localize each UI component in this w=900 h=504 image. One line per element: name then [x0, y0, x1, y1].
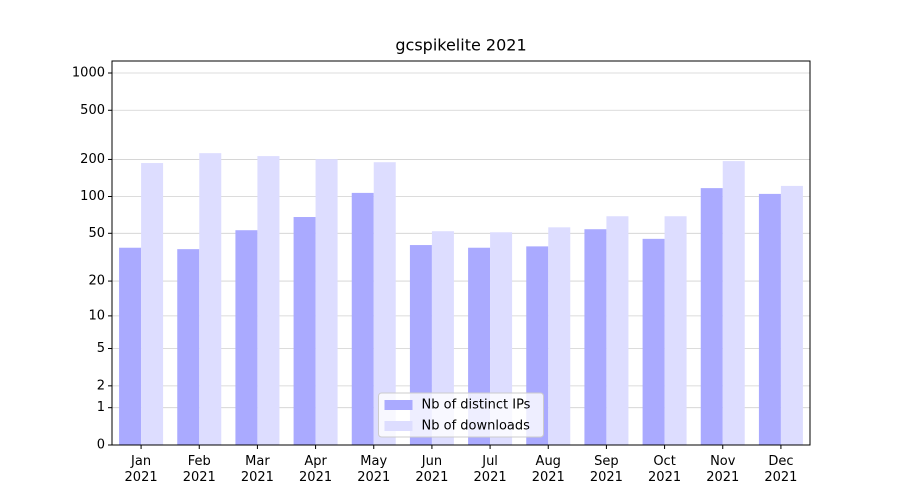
x-tick-label: Jun 2021 [415, 454, 448, 485]
bar [141, 163, 164, 446]
bar [700, 188, 723, 445]
bar [177, 249, 200, 445]
x-tick-label: Mar 2021 [241, 454, 274, 485]
x-tick-label: Apr 2021 [299, 454, 332, 485]
bar [664, 216, 687, 445]
bar [373, 162, 396, 445]
bar [642, 238, 665, 445]
bar [548, 227, 571, 445]
x-tick-label: Jul 2021 [474, 454, 507, 485]
legend-label: Nb of downloads [422, 419, 531, 434]
x-tick-label: Sep 2021 [590, 454, 623, 485]
bar [315, 159, 338, 445]
bar [722, 161, 745, 445]
x-tick-label: Feb 2021 [183, 454, 216, 485]
bar [257, 156, 280, 445]
legend-box [378, 392, 544, 438]
bar [490, 232, 513, 445]
x-tick-label: Nov 2021 [706, 454, 739, 485]
x-tick-label: Oct 2021 [648, 454, 681, 485]
bar [119, 247, 142, 445]
y-tick-label: 20 [88, 274, 105, 289]
y-tick-label: 5 [97, 341, 105, 356]
bar [584, 229, 607, 445]
y-tick-label: 100 [80, 189, 105, 204]
bar [758, 193, 781, 445]
chart-title: gcspikelite 2021 [395, 36, 526, 55]
bar [431, 231, 454, 445]
bar [780, 185, 803, 445]
y-tick-label: 200 [80, 152, 105, 167]
bar [293, 217, 316, 445]
y-tick-label: 0 [97, 438, 105, 453]
legend-label: Nb of distinct IPs [422, 398, 531, 413]
y-tick-label: 1 [97, 400, 105, 415]
x-tick-label: May 2021 [357, 454, 390, 485]
y-tick-label: 50 [88, 226, 105, 241]
y-tick-label: 500 [80, 103, 105, 118]
y-tick-label: 2 [97, 378, 105, 393]
y-tick-label: 1000 [72, 66, 105, 81]
bar [235, 230, 258, 445]
bar [606, 216, 629, 445]
legend-swatch [384, 421, 413, 431]
plot-frame [111, 60, 811, 446]
legend-swatch [384, 400, 413, 410]
bar [351, 192, 374, 445]
y-tick-label: 10 [88, 308, 105, 323]
x-tick-label: Jan 2021 [125, 454, 158, 485]
bar [199, 153, 222, 445]
x-tick-label: Dec 2021 [764, 454, 797, 485]
x-tick-label: Aug 2021 [532, 454, 565, 485]
